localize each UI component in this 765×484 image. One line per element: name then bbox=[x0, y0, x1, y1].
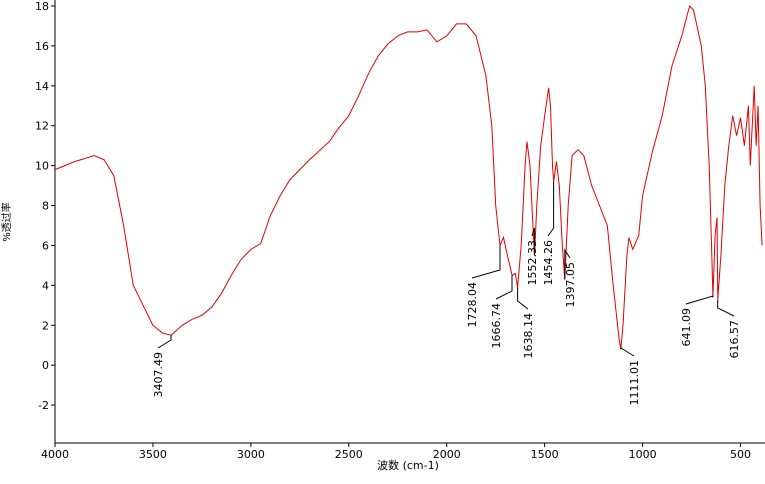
y-tick-label: 12 bbox=[35, 120, 49, 133]
x-tick-label: 2000 bbox=[433, 448, 461, 461]
peak-label: 1638.14 bbox=[522, 313, 535, 359]
peak-leader bbox=[157, 335, 172, 349]
peak-label: 1111.01 bbox=[628, 360, 641, 406]
y-tick-label: -2 bbox=[38, 399, 49, 412]
y-tick-label: 18 bbox=[35, 0, 49, 13]
peak-label: 1397.05 bbox=[564, 262, 577, 308]
peak-leader bbox=[620, 347, 635, 357]
y-tick-label: 6 bbox=[42, 239, 49, 252]
x-tick-label: 500 bbox=[730, 448, 751, 461]
peak-leader bbox=[471, 245, 501, 279]
peak-leader bbox=[717, 299, 735, 317]
peak-label: 616.57 bbox=[728, 320, 741, 359]
peak-leader bbox=[547, 181, 555, 237]
x-axis-label: 波数 (cm-1) bbox=[377, 459, 439, 472]
peak-leader bbox=[685, 295, 714, 305]
x-tick-label: 1500 bbox=[531, 448, 559, 461]
x-tick-label: 3500 bbox=[139, 448, 167, 461]
x-tick-label: 2500 bbox=[335, 448, 363, 461]
y-tick-label: 4 bbox=[42, 279, 49, 292]
peak-leader bbox=[531, 227, 535, 256]
peak-leader bbox=[495, 275, 513, 300]
peak-label: 641.09 bbox=[680, 308, 693, 347]
y-tick-label: 16 bbox=[35, 40, 49, 53]
y-tick-label: 8 bbox=[42, 200, 49, 213]
peak-label: 1728.04 bbox=[466, 282, 479, 328]
peak-leader bbox=[517, 287, 529, 310]
x-tick-label: 3000 bbox=[237, 448, 265, 461]
y-tick-label: 14 bbox=[35, 80, 49, 93]
peak-label: 1454.26 bbox=[542, 240, 555, 286]
y-tick-label: 2 bbox=[42, 319, 49, 332]
peak-leader bbox=[564, 248, 571, 280]
peak-label: 1666.74 bbox=[490, 303, 503, 349]
spectrum-line bbox=[54, 5, 763, 350]
y-tick-label: 0 bbox=[42, 359, 49, 372]
x-tick-label: 1000 bbox=[629, 448, 657, 461]
peak-label: 3407.49 bbox=[152, 352, 165, 398]
y-tick-label: 10 bbox=[35, 160, 49, 173]
x-tick-label: 4000 bbox=[41, 448, 69, 461]
peak-label: 1552.33 bbox=[526, 240, 539, 286]
y-axis-label: %透过率 bbox=[0, 202, 13, 242]
